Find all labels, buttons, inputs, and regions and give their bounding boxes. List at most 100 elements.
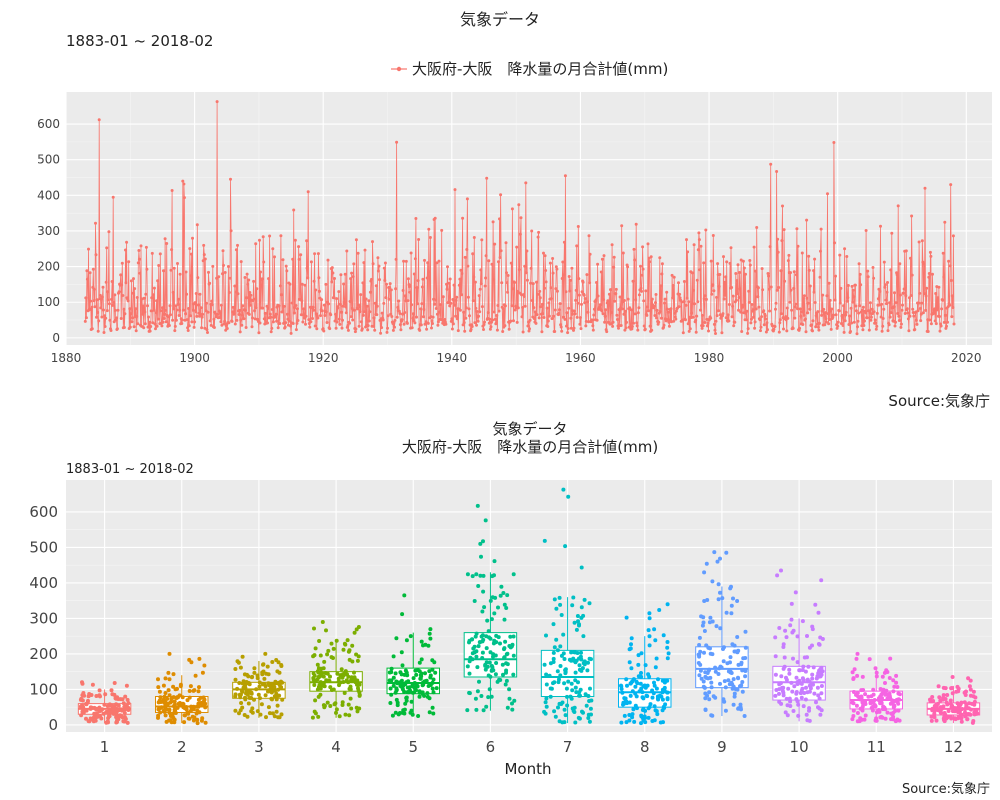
box-jitter-point — [321, 703, 326, 708]
top-series-point — [261, 306, 265, 310]
top-series-point — [801, 297, 805, 300]
box-jitter-point — [965, 717, 970, 722]
box-jitter-point — [511, 634, 516, 639]
top-series-point — [694, 330, 698, 334]
top-series-point — [114, 316, 118, 320]
box-jitter-point — [481, 637, 486, 642]
top-series-point — [906, 317, 910, 321]
box-jitter-point — [580, 666, 585, 671]
top-series-point — [430, 319, 434, 323]
top-series-point — [892, 305, 896, 309]
top-series-point — [165, 242, 169, 245]
top-series-point — [212, 326, 216, 329]
top-series-point — [435, 312, 439, 316]
box-jitter-point — [971, 689, 976, 694]
box-jitter-point — [86, 719, 91, 724]
top-series-point — [151, 321, 155, 325]
top-series-point — [289, 331, 293, 335]
box-jitter-point — [650, 688, 655, 693]
top-series-point — [888, 301, 892, 305]
top-series-point — [488, 317, 492, 321]
box-jitter-point — [270, 697, 274, 702]
top-series-point — [611, 320, 615, 324]
box-jitter-point — [177, 701, 182, 705]
box-jitter-point — [624, 720, 629, 725]
top-series-point — [685, 296, 689, 300]
box-jitter-point — [731, 596, 735, 601]
top-series-point — [555, 289, 559, 293]
bottom-y-tick-label: 500 — [29, 538, 58, 556]
top-series-point — [696, 300, 700, 304]
top-series-point — [786, 316, 790, 320]
box-jitter-point — [796, 713, 801, 718]
top-series-point — [427, 227, 431, 231]
top-series-point — [478, 310, 482, 314]
top-series-point — [829, 327, 833, 331]
top-series-point — [174, 318, 178, 322]
box-jitter-point — [84, 708, 89, 713]
box-jitter-point — [894, 697, 899, 702]
top-series-point — [897, 319, 901, 322]
top-series-point — [364, 297, 368, 301]
top-series-point — [767, 274, 770, 278]
top-series-point — [543, 286, 546, 290]
box-jitter-point — [487, 687, 492, 692]
top-series-point — [480, 238, 484, 242]
box-jitter-point — [851, 677, 856, 681]
top-series-point — [754, 307, 758, 311]
top-series-point — [888, 315, 892, 319]
top-series-point — [398, 312, 402, 315]
box-jitter-point — [178, 684, 183, 689]
top-series-point — [839, 286, 843, 290]
top-series-point — [568, 289, 572, 293]
top-series-point — [285, 312, 289, 316]
box-jitter-point — [394, 686, 399, 691]
box-jitter-point — [167, 693, 172, 698]
top-series-point — [545, 306, 549, 310]
top-series-point — [786, 259, 790, 263]
top-series-point — [258, 238, 261, 242]
box-jitter-point — [480, 609, 485, 614]
top-series-point — [311, 305, 315, 309]
box-jitter-point — [431, 677, 436, 682]
top-series-point — [172, 307, 176, 311]
box-jitter-point — [419, 657, 424, 662]
top-series-point — [463, 255, 467, 259]
box-jitter-point — [563, 671, 568, 676]
top-series-point — [769, 285, 773, 289]
box-jitter-point — [743, 669, 748, 673]
box-jitter-point — [475, 665, 480, 670]
box-jitter-point — [860, 704, 865, 709]
box-jitter-point — [195, 721, 200, 726]
box-jitter-point — [504, 668, 509, 673]
top-series-point — [403, 311, 407, 314]
top-series-point — [636, 328, 640, 332]
box-jitter-point — [328, 674, 332, 679]
top-series-point — [102, 331, 106, 334]
top-series-point — [465, 248, 469, 251]
box-jitter-point — [110, 703, 115, 708]
box-jitter-point — [203, 720, 208, 725]
top-series-point — [426, 321, 430, 325]
top-series-point — [260, 277, 264, 281]
top-series-point — [530, 299, 534, 302]
top-series-point — [472, 275, 476, 279]
box-jitter-point — [557, 595, 562, 600]
top-series-point — [910, 273, 914, 277]
top-series-point — [270, 308, 274, 311]
top-series-point — [367, 319, 371, 323]
top-series-point — [692, 288, 695, 292]
top-series-point — [159, 309, 163, 313]
top-series-point — [566, 331, 570, 335]
box-jitter-point — [868, 700, 873, 705]
top-series-point — [217, 275, 221, 279]
box-jitter-point — [345, 672, 349, 677]
top-series-point — [621, 251, 625, 255]
box-jitter-point — [170, 713, 175, 717]
top-series-point — [635, 324, 639, 328]
box-jitter-point — [725, 661, 730, 666]
box-jitter-point — [162, 709, 167, 714]
top-series-point — [645, 313, 649, 317]
top-series-point — [852, 295, 856, 299]
top-series-point — [641, 267, 645, 271]
